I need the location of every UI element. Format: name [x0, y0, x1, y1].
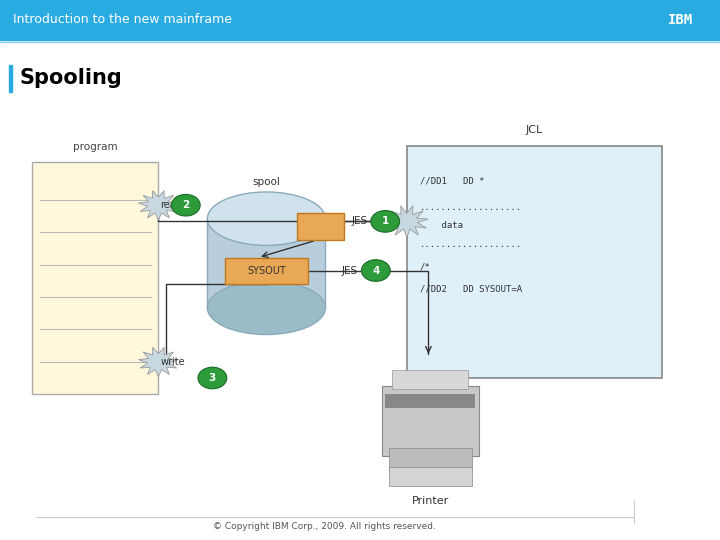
Text: JCL: JCL	[526, 125, 543, 135]
Bar	[0, 0, 720, 40]
Bar	[389, 448, 472, 470]
Text: spool: spool	[253, 177, 280, 187]
Circle shape	[371, 211, 400, 232]
Polygon shape	[138, 347, 179, 377]
FancyBboxPatch shape	[407, 146, 662, 378]
Text: ...................: ...................	[420, 204, 522, 212]
Text: read: read	[161, 200, 182, 210]
Text: /*: /*	[420, 263, 431, 272]
Bar	[9, 65, 12, 92]
FancyBboxPatch shape	[32, 162, 158, 394]
Bar	[385, 394, 475, 408]
Text: write: write	[161, 357, 185, 367]
Text: Spooling: Spooling	[19, 68, 122, 89]
Text: //DD2   DD SYSOUT=A: //DD2 DD SYSOUT=A	[420, 285, 522, 293]
Ellipse shape	[207, 281, 325, 335]
FancyBboxPatch shape	[382, 386, 479, 456]
FancyBboxPatch shape	[297, 213, 344, 240]
Ellipse shape	[207, 192, 325, 245]
Text: IBM: IBM	[668, 13, 693, 27]
Polygon shape	[385, 206, 428, 238]
Text: //DD1   DD *: //DD1 DD *	[420, 177, 485, 185]
Text: JES: JES	[351, 217, 367, 226]
Bar	[389, 467, 472, 486]
Text: data: data	[420, 221, 463, 230]
Text: Printer: Printer	[412, 496, 449, 506]
Bar	[392, 370, 468, 389]
Text: 4: 4	[372, 266, 379, 275]
Text: © Copyright IBM Corp., 2009. All rights reserved.: © Copyright IBM Corp., 2009. All rights …	[212, 522, 436, 531]
Polygon shape	[138, 191, 179, 220]
Text: JES: JES	[342, 266, 358, 275]
Text: 3: 3	[209, 373, 216, 383]
Text: SYSOUT: SYSOUT	[247, 266, 286, 275]
Text: 1: 1	[382, 217, 389, 226]
Text: 2: 2	[182, 200, 189, 210]
Text: Introduction to the new mainframe: Introduction to the new mainframe	[13, 14, 232, 26]
Circle shape	[171, 194, 200, 216]
Circle shape	[198, 367, 227, 389]
Text: ...................: ...................	[420, 240, 522, 249]
FancyBboxPatch shape	[225, 258, 308, 284]
Polygon shape	[207, 219, 325, 308]
Circle shape	[361, 260, 390, 281]
Text: program: program	[73, 142, 117, 152]
